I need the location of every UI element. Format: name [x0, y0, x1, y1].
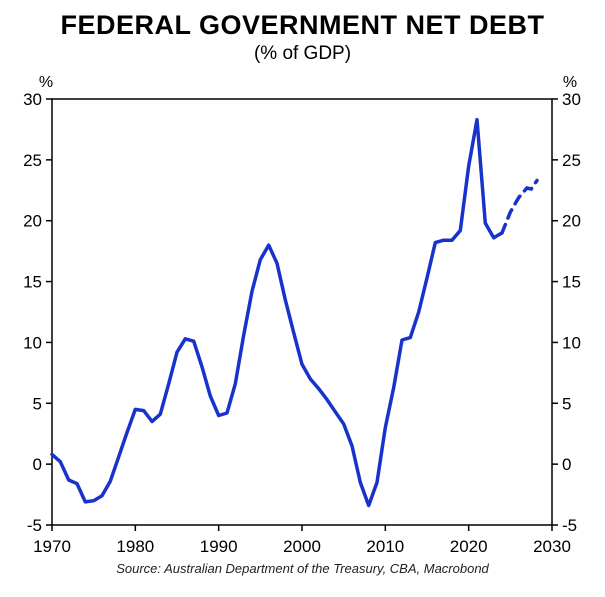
x-axis-label: 2020 [450, 537, 488, 556]
line-chart: -5 -5 0 0 5 5 10 10 15 15 20 20 25 25 30 30 1970 1980 1990… [0, 67, 605, 567]
source-note: Source: Australian Department of the Tre… [116, 561, 489, 576]
series-line-solid [50, 117, 504, 508]
y-axis-label-left: 0 [33, 455, 42, 474]
x-axis-label: 1970 [33, 537, 71, 556]
y-axis-label-left: 10 [23, 333, 42, 352]
x-axis-label: 1990 [200, 537, 238, 556]
y-axis-label-right: -5 [562, 516, 577, 535]
y-axis-label-right: 10 [562, 333, 581, 352]
y-axis-label-left: 25 [23, 151, 42, 170]
unit-label-right: % [563, 74, 577, 91]
x-axis-label: 2030 [533, 537, 571, 556]
x-axis-label: 1980 [116, 537, 154, 556]
chart-subtitle: (% of GDP) [253, 43, 352, 64]
y-axis-label-right: 20 [562, 212, 581, 231]
y-axis-label-right: 15 [562, 273, 581, 292]
x-axis-label: 2010 [366, 537, 404, 556]
y-axis-label-left: 5 [33, 394, 42, 413]
y-axis-label-right: 30 [562, 90, 581, 109]
series-line-dashed [500, 178, 539, 235]
chart-title: FEDERAL GOVERNMENT NET DEBT [60, 10, 545, 40]
unit-label-left: % [39, 74, 53, 91]
y-axis-label-left: 30 [23, 90, 42, 109]
y-axis-label-right: 25 [562, 151, 581, 170]
y-axis-label-right: 5 [562, 394, 571, 413]
x-axis-label: 2000 [283, 537, 321, 556]
y-axis-label-right: 0 [562, 455, 571, 474]
plot-border [51, 98, 553, 526]
y-axis-label-left: -5 [27, 516, 42, 535]
y-axis-label-left: 20 [23, 212, 42, 231]
y-axis-label-left: 15 [23, 273, 42, 292]
